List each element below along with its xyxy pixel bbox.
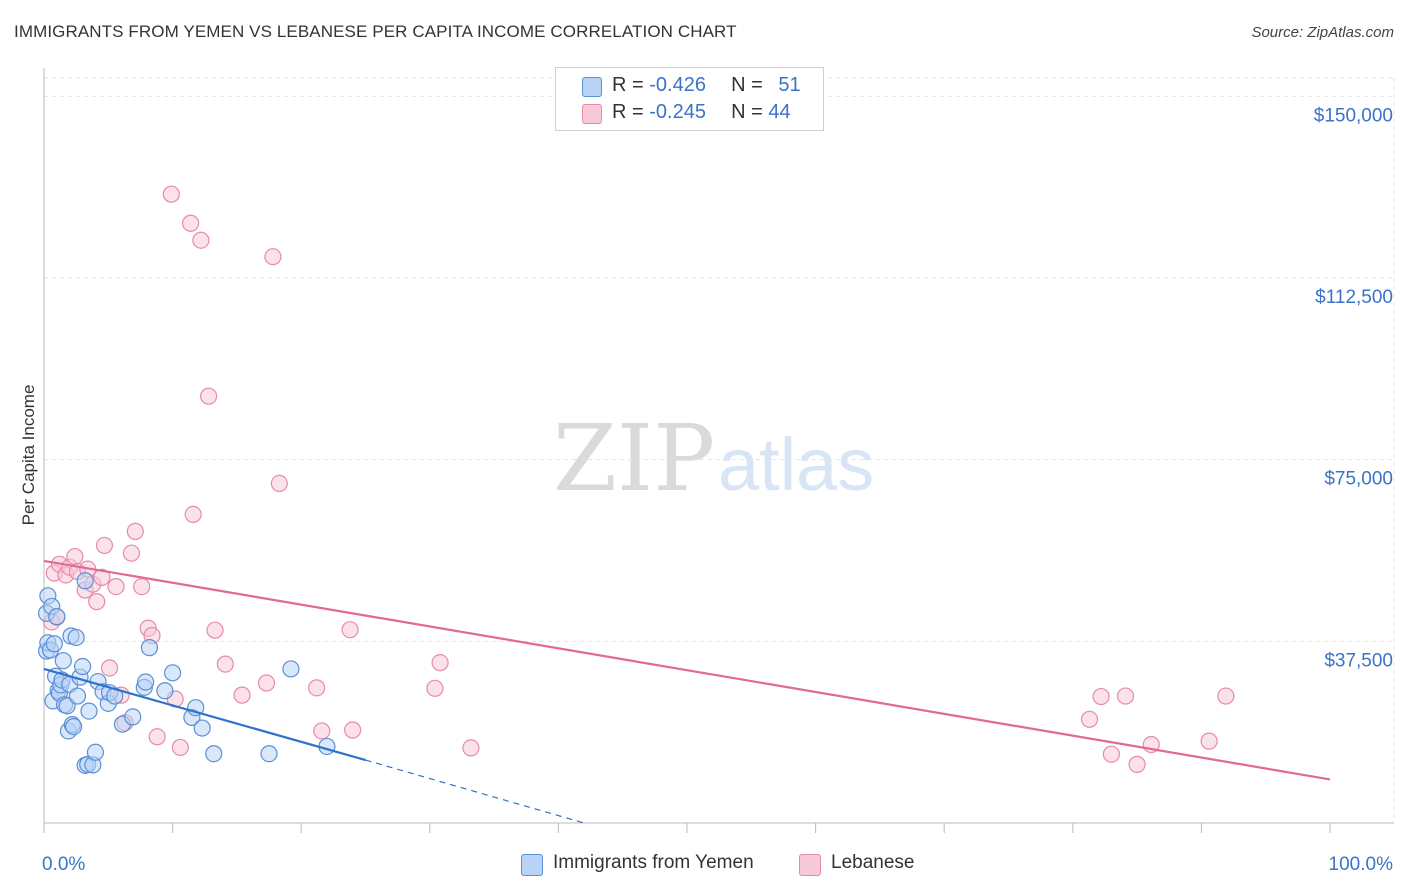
source-credit: Source: ZipAtlas.com xyxy=(1251,24,1394,41)
yemen-point xyxy=(68,687,87,705)
yemen-point xyxy=(205,745,223,763)
lebanese-point xyxy=(171,738,189,757)
watermark-atlas: atlas xyxy=(718,423,874,506)
lebanese-point xyxy=(431,654,449,672)
yemen-point xyxy=(54,652,72,670)
lebanese-point xyxy=(1128,755,1146,773)
axes xyxy=(43,68,1394,833)
yemen-point xyxy=(282,660,300,678)
legend-swatch-lebanese xyxy=(582,104,602,124)
yemen-point xyxy=(136,673,155,691)
legend-n-label: N = xyxy=(731,74,769,96)
lebanese-point xyxy=(162,185,180,203)
legend-r-value-yemen: -0.426 xyxy=(649,74,706,96)
legend-r-value-lebanese: -0.245 xyxy=(649,101,706,123)
lebanese-point xyxy=(1200,732,1218,750)
lebanese-point xyxy=(341,621,359,639)
legend-n-value-yemen: 51 xyxy=(778,74,801,96)
lebanese-point xyxy=(426,679,444,697)
lebanese-point xyxy=(192,231,210,249)
series-legend: Immigrants from Yemen Lebanese xyxy=(0,852,1406,876)
series-label-lebanese: Lebanese xyxy=(831,852,915,873)
lebanese-point xyxy=(93,568,111,586)
lebanese-point xyxy=(264,248,282,266)
y-tick-label: $37,500 xyxy=(1324,650,1393,671)
lebanese-point xyxy=(182,214,200,232)
lebanese-point xyxy=(107,577,125,596)
lebanese-point xyxy=(148,728,166,746)
yemen-point xyxy=(64,717,83,736)
lebanese-point xyxy=(88,593,106,611)
yemen-point xyxy=(73,657,92,676)
lebanese-point xyxy=(344,721,362,739)
y-tick-label: $112,500 xyxy=(1315,287,1393,308)
lebanese-point xyxy=(184,505,202,524)
yemen-point xyxy=(260,745,278,763)
legend-r-label: R = xyxy=(612,74,650,96)
chart-title: IMMIGRANTS FROM YEMEN VS LEBANESE PER CA… xyxy=(14,22,737,41)
watermark-zip: ZIP xyxy=(553,405,715,512)
lebanese-point xyxy=(200,387,218,405)
y-tick-labels: $37,500 $75,000 $112,500 $150,000 xyxy=(1314,105,1393,671)
lebanese-trend-line xyxy=(43,559,1331,781)
legend-n-value-lebanese: 44 xyxy=(768,101,791,123)
yemen-point xyxy=(193,719,211,737)
lebanese-point xyxy=(133,577,151,596)
series-swatch-yemen xyxy=(521,854,543,876)
lebanese-point xyxy=(257,674,276,692)
x-tick-label: 0.0% xyxy=(42,854,85,875)
y-axis-label: Per Capita Income xyxy=(19,385,38,526)
yemen-point xyxy=(67,628,85,647)
lebanese-point xyxy=(206,621,224,639)
trend-lines xyxy=(43,559,1331,824)
yemen-trend-extension xyxy=(365,759,585,824)
correlation-legend: R = -0.426 N = 51 R = -0.245 N = 44 xyxy=(555,67,824,131)
lebanese-point xyxy=(1217,687,1235,705)
legend-swatch-yemen xyxy=(582,77,602,97)
yemen-point xyxy=(48,608,66,626)
lebanese-point xyxy=(233,686,251,704)
lebanese-point xyxy=(1092,687,1110,706)
yemen-point xyxy=(124,708,142,726)
lebanese-point xyxy=(122,544,141,562)
yemen-point xyxy=(140,639,159,657)
lebanese-point xyxy=(462,739,480,757)
lebanese-point xyxy=(66,547,84,566)
watermark: ZIP atlas xyxy=(553,405,874,512)
legend-n-label: N = xyxy=(731,101,769,123)
yemen-point xyxy=(80,702,98,720)
lebanese-point xyxy=(216,655,234,673)
lebanese-point xyxy=(100,659,119,677)
yemen-trend-line xyxy=(43,667,366,762)
yemen-point xyxy=(156,682,174,700)
yemen-point xyxy=(45,635,63,653)
lebanese-point xyxy=(1102,745,1120,763)
yemen-point xyxy=(164,664,182,682)
lebanese-point xyxy=(95,536,114,555)
yemen-points xyxy=(37,572,336,774)
x-tick-labels: 0.0% 100.0% xyxy=(42,854,1393,875)
series-label-yemen: Immigrants from Yemen xyxy=(553,852,754,873)
lebanese-point xyxy=(313,722,331,740)
yemen-point xyxy=(86,743,105,761)
x-tick-label: 100.0% xyxy=(1329,854,1394,875)
lebanese-point xyxy=(1116,687,1135,705)
lebanese-point xyxy=(308,679,326,697)
lebanese-point xyxy=(270,474,288,493)
yemen-point xyxy=(76,572,94,590)
series-swatch-lebanese xyxy=(799,854,821,876)
y-tick-label: $75,000 xyxy=(1324,469,1393,490)
legend-r-label: R = xyxy=(612,101,650,123)
lebanese-point xyxy=(126,522,144,540)
lebanese-point xyxy=(1080,710,1099,728)
y-tick-label: $150,000 xyxy=(1314,105,1393,126)
